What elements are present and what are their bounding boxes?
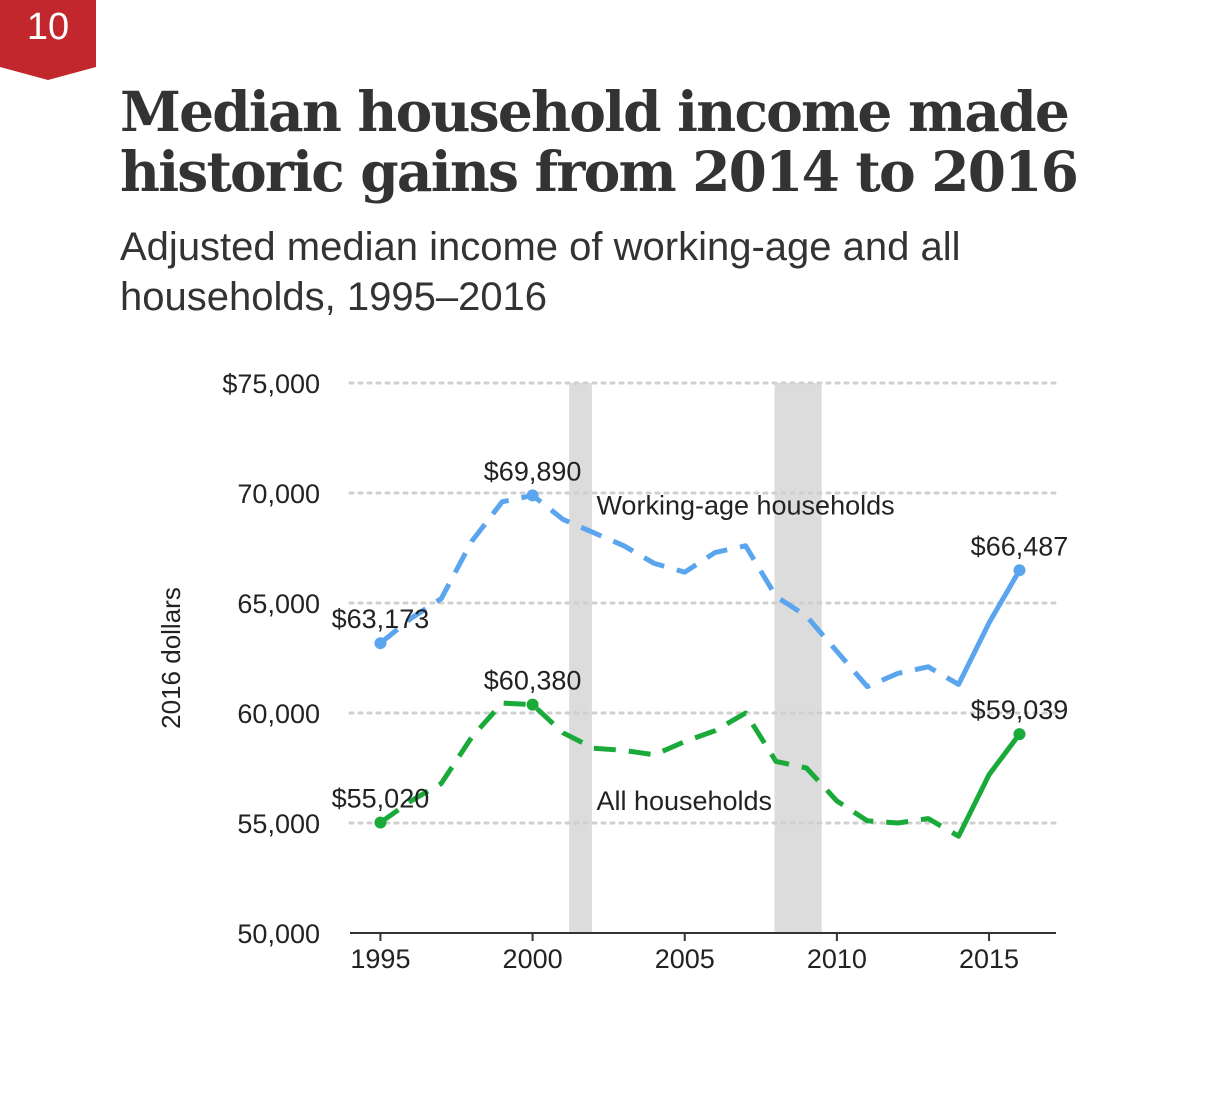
data-label: $63,173 bbox=[332, 604, 430, 634]
data-label: $60,380 bbox=[484, 666, 582, 696]
series-lines bbox=[374, 489, 1026, 839]
x-tick-label: 2010 bbox=[807, 944, 867, 974]
working-age-point bbox=[374, 637, 387, 650]
chart-subtitle: Adjusted median income of working-age an… bbox=[120, 225, 961, 319]
gridlines bbox=[348, 381, 1058, 825]
y-tick-label: 50,000 bbox=[237, 919, 320, 949]
recession-bands bbox=[569, 383, 822, 933]
series-label-all-households: All households bbox=[596, 786, 772, 816]
y-tick-label: 55,000 bbox=[237, 809, 320, 839]
x-tick-label: 2015 bbox=[959, 944, 1019, 974]
all-households-line-solid bbox=[956, 731, 1022, 839]
chart-number-badge: 10 bbox=[0, 0, 96, 80]
badge-number: 10 bbox=[26, 6, 70, 48]
working-age-line-solid bbox=[956, 567, 1022, 687]
working-age-point bbox=[526, 489, 539, 502]
data-label: $55,020 bbox=[332, 784, 430, 814]
data-label: $59,039 bbox=[971, 695, 1069, 725]
chart-title: Median household income made historic ga… bbox=[120, 79, 1079, 204]
x-tick-label: 1995 bbox=[350, 944, 410, 974]
data-label: $69,890 bbox=[484, 456, 582, 486]
data-label: $66,487 bbox=[971, 531, 1069, 561]
y-axis-title: 2016 dollars bbox=[156, 587, 186, 729]
x-tick-label: 2005 bbox=[655, 944, 715, 974]
x-tick-label: 2000 bbox=[503, 944, 563, 974]
all-households-point bbox=[1013, 728, 1026, 741]
y-tick-label: $75,000 bbox=[222, 369, 320, 399]
working-age-line-dashed bbox=[378, 492, 960, 690]
all-households-point bbox=[526, 698, 539, 711]
y-tick-label: 65,000 bbox=[237, 589, 320, 619]
all-households-line-dashed bbox=[378, 700, 960, 839]
badge-shape bbox=[0, 0, 96, 80]
working-age-point bbox=[1013, 564, 1026, 577]
series-label-working-age: Working-age households bbox=[596, 491, 894, 521]
y-tick-label: 60,000 bbox=[237, 699, 320, 729]
y-tick-label: 70,000 bbox=[237, 479, 320, 509]
chart-labels: $63,173 $69,890 $66,487 Working-age househo… bbox=[332, 456, 1069, 816]
recession-band-1 bbox=[569, 383, 592, 933]
recession-band-2 bbox=[774, 383, 822, 933]
all-households-point bbox=[374, 816, 387, 829]
axes: $75,000 70,000 65,000 60,000 55,000 50,000 199… bbox=[156, 369, 1056, 974]
